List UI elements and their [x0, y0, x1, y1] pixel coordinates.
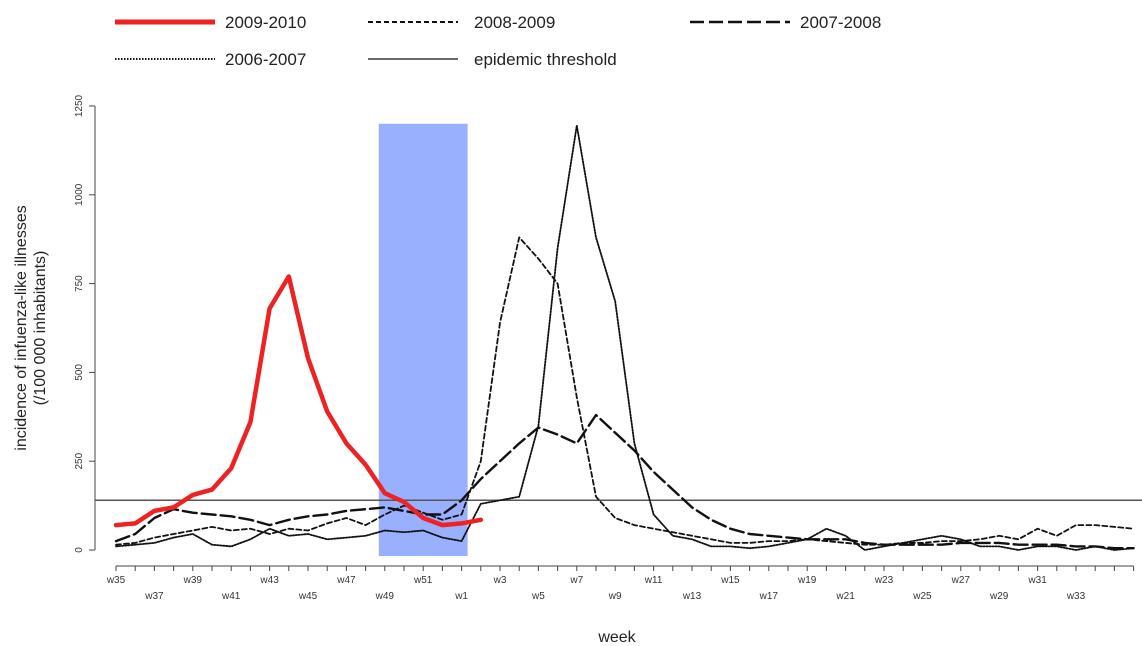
- x-tick-label-w37: w37: [144, 591, 164, 602]
- x-tick-label-w25: w25: [912, 591, 932, 602]
- x-tick-label-w39: w39: [183, 575, 203, 586]
- x-tick-label-w45: w45: [298, 591, 318, 602]
- x-tick-label-w41: w41: [221, 591, 241, 602]
- x-tick-label-w43: w43: [259, 575, 279, 586]
- x-tick-label-w29: w29: [989, 591, 1009, 602]
- legend-label-2007-2008: 2007-2008: [800, 13, 881, 32]
- x-tick-label-w27: w27: [951, 575, 971, 586]
- x-tick-label-w13: w13: [682, 591, 702, 602]
- x-tick-label-w23: w23: [874, 575, 894, 586]
- y-tick-label-250: 250: [74, 452, 85, 469]
- x-tick-label-w35: w35: [106, 575, 126, 586]
- series-line-2007-2008: [114, 413, 1135, 550]
- x-tick-label-w3: w3: [493, 575, 507, 586]
- y-tick-label-1000: 1000: [74, 183, 85, 206]
- x-tick-label-w11: w11: [644, 575, 663, 586]
- y-tick-label-1250: 1250: [74, 94, 85, 117]
- legend-entry-epidemic-threshold: epidemic threshold: [368, 50, 617, 69]
- x-tick-label-w21: w21: [835, 591, 855, 602]
- legend-label-threshold: epidemic threshold: [474, 50, 617, 69]
- y-tick-label-500: 500: [74, 364, 85, 381]
- x-tick-label-w49: w49: [375, 591, 395, 602]
- series-layer: [113, 124, 1135, 551]
- x-tick-label-w15: w15: [720, 575, 740, 586]
- y-axis-subtitle: (/100 000 inhabitants): [32, 251, 49, 406]
- legend-entry-2008-2009: 2008-2009: [368, 13, 555, 32]
- legend-label-2006-2007: 2006-2007: [225, 50, 306, 69]
- y-tick-label-0: 0: [74, 547, 85, 553]
- series-line-2008-2009: [115, 236, 1135, 546]
- series-line-2006-2007: [115, 124, 1135, 551]
- x-tick-label-w9: w9: [608, 591, 622, 602]
- x-axis: w35 w37 w39 w41 w43 w45 w47 w49 w51 w1 w3 w5 w7 w9 w11…: [106, 565, 1135, 602]
- legend-label-2008-2009: 2008-2009: [474, 13, 555, 32]
- x-tick-label-w51: w51: [413, 575, 433, 586]
- x-tick-label-w17: w17: [759, 591, 779, 602]
- x-tick-label-w1: w1: [454, 591, 468, 602]
- y-axis: 0 250 500 750 1000 1250: [74, 94, 96, 553]
- x-tick-label-w19: w19: [797, 575, 817, 586]
- series-line-2009-2010: [113, 274, 484, 528]
- highlight-band: [378, 123, 468, 556]
- legend-entry-2007-2008: 2007-2008: [690, 13, 881, 32]
- legend-entry-2006-2007: 2006-2007: [115, 50, 306, 69]
- x-axis-title: week: [597, 629, 636, 646]
- legend-entry-2009-2010: 2009-2010: [115, 13, 306, 32]
- y-axis-title: incidence of infuenza-like illnesses: [13, 205, 30, 450]
- legend: 2009-2010 2008-2009 2007-2008 2006-2007 …: [115, 13, 881, 69]
- x-tick-label-w31: w31: [1027, 575, 1047, 586]
- y-tick-label-750: 750: [74, 275, 85, 292]
- x-tick-label-w47: w47: [336, 575, 356, 586]
- x-tick-label-w33: w33: [1066, 591, 1086, 602]
- legend-label-2009-2010: 2009-2010: [225, 13, 306, 32]
- x-tick-label-w5: w5: [531, 591, 545, 602]
- x-tick-label-w7: w7: [569, 575, 583, 586]
